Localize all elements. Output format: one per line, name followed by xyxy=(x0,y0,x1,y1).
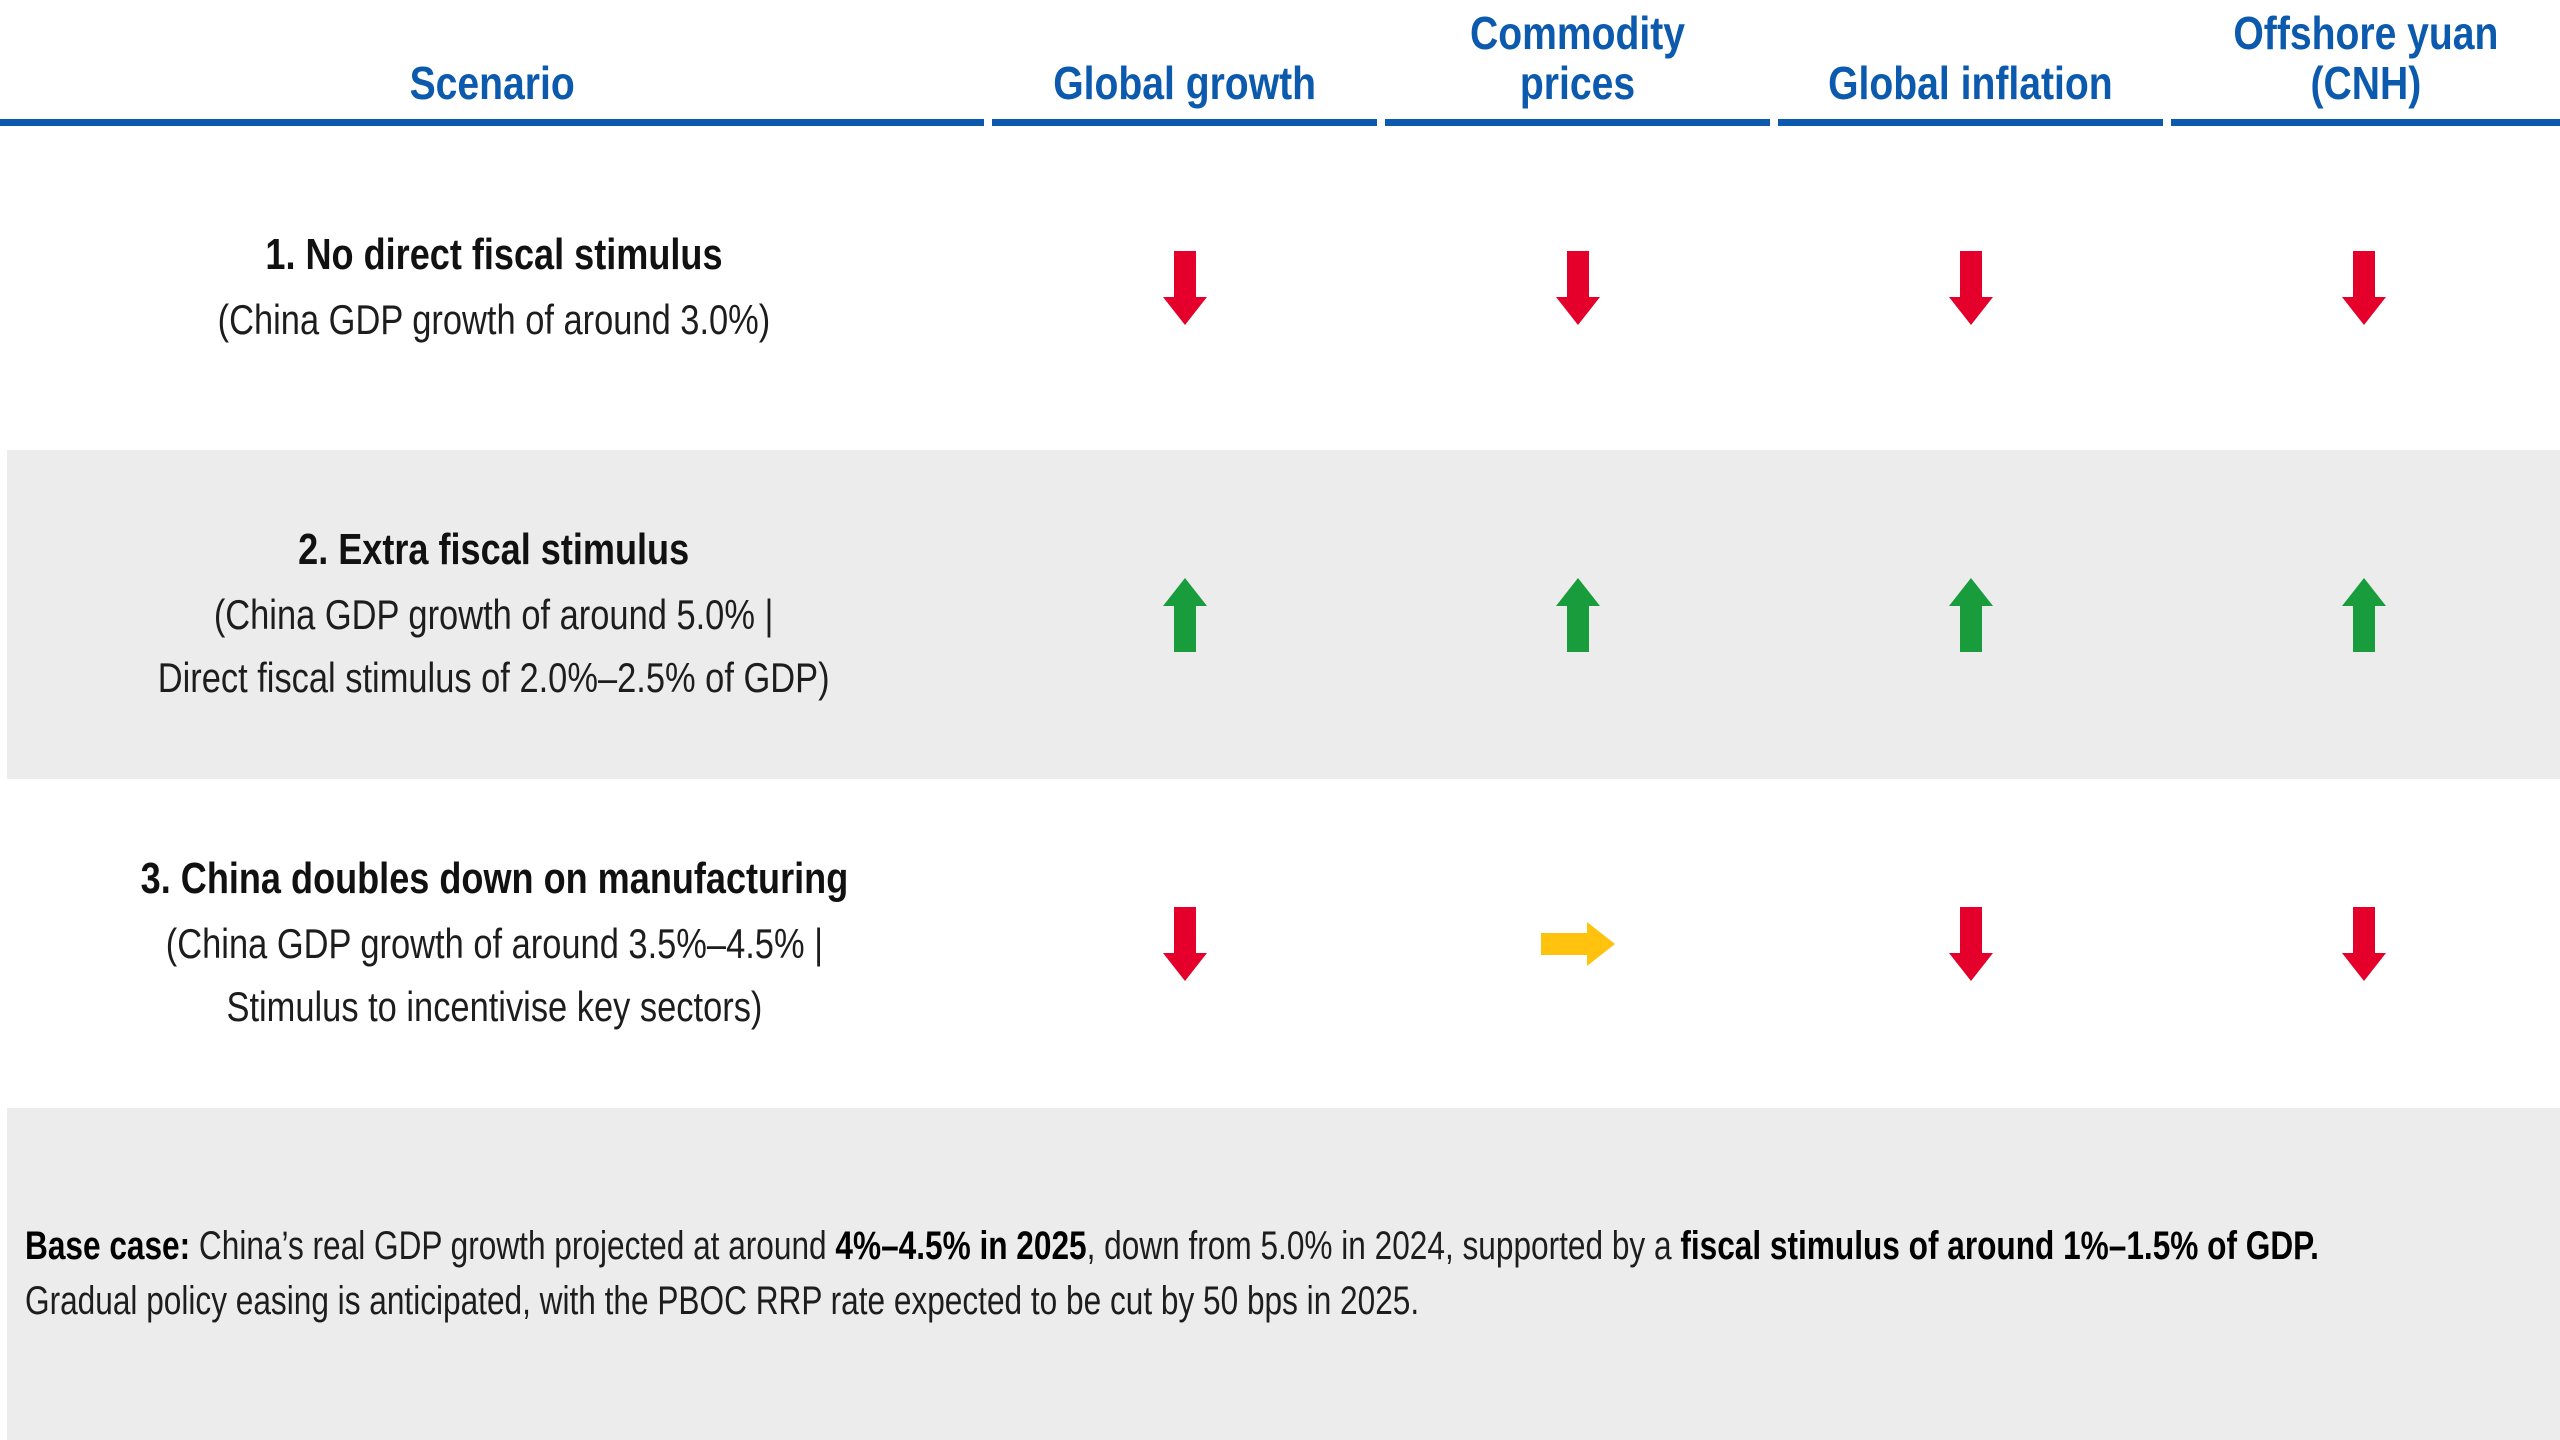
impact-cell-r1-commodity-prices xyxy=(1381,126,1774,450)
impact-cell-r1-global-growth xyxy=(988,126,1381,450)
up-arrow-icon xyxy=(1162,577,1207,652)
down-arrow-icon xyxy=(1162,906,1207,981)
header-global-inflation: Global inflation xyxy=(1778,0,2163,126)
scenario-1-subtitle: (China GDP growth of around 3.0%) xyxy=(217,296,771,344)
scenario-row-3: 3. China doubles down on manufacturing (… xyxy=(0,779,2560,1108)
down-arrow-icon xyxy=(1948,906,1993,981)
scenario-1-title: 1. No direct fiscal stimulus xyxy=(265,229,723,279)
header-global-inflation-label: Global inflation xyxy=(1828,57,2113,110)
scenario-cell-1: 1. No direct fiscal stimulus (China GDP … xyxy=(0,126,988,450)
scenario-3-title: 3. China doubles down on manufacturing xyxy=(140,853,848,903)
impact-cell-r2-commodity-prices xyxy=(1381,450,1774,779)
impact-cell-r3-commodity-prices xyxy=(1381,779,1774,1108)
up-arrow-icon xyxy=(2341,577,2386,652)
scenario-cell-3: 3. China doubles down on manufacturing (… xyxy=(0,779,988,1108)
base-case-line-1: Base case: China’s real GDP growth proje… xyxy=(25,1223,2319,1268)
header-global-growth-label: Global growth xyxy=(1053,57,1316,110)
down-arrow-icon xyxy=(1948,251,1993,325)
header-commodity-prices-label: Commodity prices xyxy=(1469,6,1686,110)
header-scenario: Scenario xyxy=(0,0,984,126)
up-arrow-icon xyxy=(1948,577,1993,652)
impact-cell-r1-offshore-yuan xyxy=(2167,126,2560,450)
header-commodity-prices: Commodity prices xyxy=(1385,0,1770,126)
header-global-growth: Global growth xyxy=(992,0,1377,126)
header-scenario-label: Scenario xyxy=(409,57,575,110)
impact-cell-r1-global-inflation xyxy=(1774,126,2167,450)
header-offshore-yuan-label: Offshore yuan (CNH) xyxy=(2232,6,2499,110)
base-case-label: Base case: xyxy=(25,1223,191,1268)
impact-cell-r2-offshore-yuan xyxy=(2167,450,2560,779)
scenario-2-title: 2. Extra fiscal stimulus xyxy=(298,524,690,574)
scenario-2-subtitle: (China GDP growth of around 5.0% | Direc… xyxy=(158,591,830,702)
scenario-row-1: 1. No direct fiscal stimulus (China GDP … xyxy=(0,126,2560,450)
right-arrow-icon xyxy=(1540,921,1615,966)
base-case-line-2: Gradual policy easing is anticipated, wi… xyxy=(25,1279,1420,1323)
down-arrow-icon xyxy=(2341,251,2386,325)
impact-cell-r3-offshore-yuan xyxy=(2167,779,2560,1108)
header-offshore-yuan: Offshore yuan (CNH) xyxy=(2171,0,2560,126)
table-header: Scenario Global growth Commodity prices … xyxy=(0,0,2560,126)
impact-cell-r3-global-inflation xyxy=(1774,779,2167,1108)
scenario-row-2: 2. Extra fiscal stimulus (China GDP grow… xyxy=(0,450,2560,779)
up-arrow-icon xyxy=(1555,577,1600,652)
impact-cell-r2-global-inflation xyxy=(1774,450,2167,779)
down-arrow-icon xyxy=(2341,906,2386,981)
down-arrow-icon xyxy=(1162,251,1207,325)
impact-cell-r2-global-growth xyxy=(988,450,1381,779)
impact-cell-r3-global-growth xyxy=(988,779,1381,1108)
base-case-note: Base case: China’s real GDP growth proje… xyxy=(0,1108,2560,1440)
down-arrow-icon xyxy=(1555,251,1600,325)
scenario-cell-2: 2. Extra fiscal stimulus (China GDP grow… xyxy=(0,450,988,779)
scenario-3-subtitle: (China GDP growth of around 3.5%–4.5% | … xyxy=(165,920,823,1031)
